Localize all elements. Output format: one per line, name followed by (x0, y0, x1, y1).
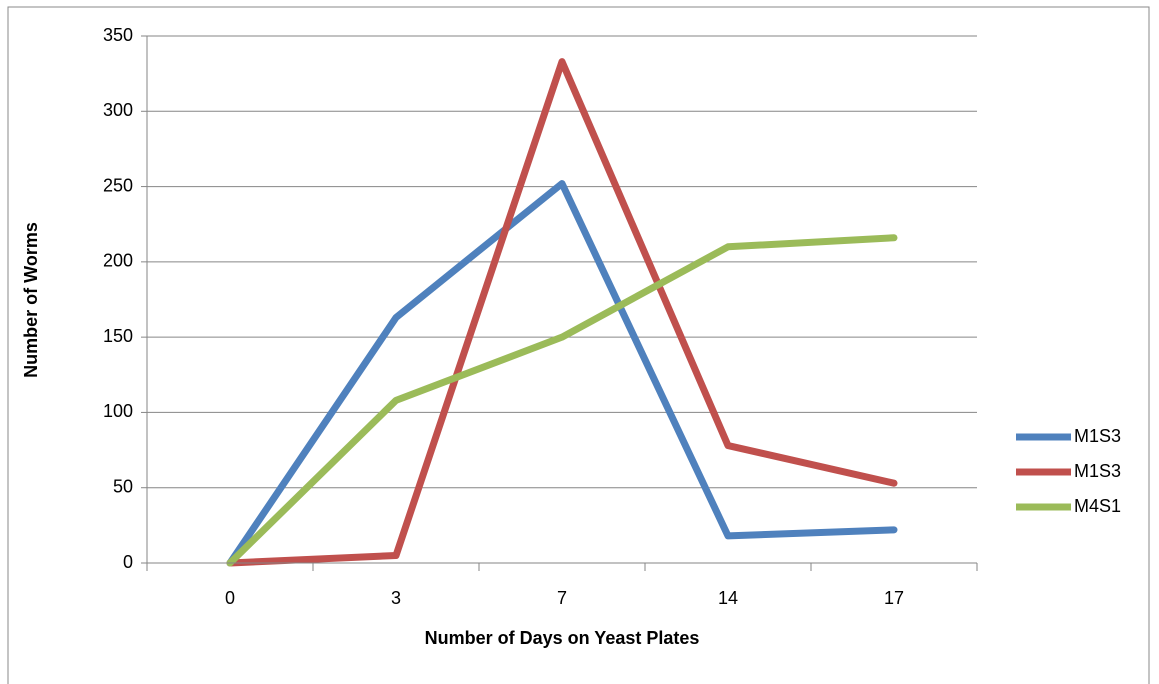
y-tick-label: 300 (103, 100, 133, 120)
legend-label: M4S1 (1074, 496, 1121, 516)
y-tick-label: 0 (123, 552, 133, 572)
y-tick-label: 50 (113, 476, 133, 496)
legend-label: M1S3 (1074, 461, 1121, 481)
x-axis-label: Number of Days on Yeast Plates (425, 628, 700, 648)
y-axis-label: Number of Worms (21, 222, 41, 378)
x-tick-label: 14 (718, 588, 738, 608)
legend-label: M1S3 (1074, 426, 1121, 446)
y-tick-label: 100 (103, 401, 133, 421)
series-line (226, 180, 898, 567)
y-tick-label: 200 (103, 251, 133, 271)
x-tick-label: 17 (884, 588, 904, 608)
x-tick-label: 3 (391, 588, 401, 608)
chart-frame (7, 6, 1150, 684)
series-line (226, 234, 898, 567)
y-tick-label: 150 (103, 326, 133, 346)
x-tick-label: 0 (225, 588, 235, 608)
x-tick-label: 7 (557, 588, 567, 608)
y-tick-label: 350 (103, 25, 133, 45)
series-line (226, 58, 898, 567)
y-tick-label: 250 (103, 175, 133, 195)
